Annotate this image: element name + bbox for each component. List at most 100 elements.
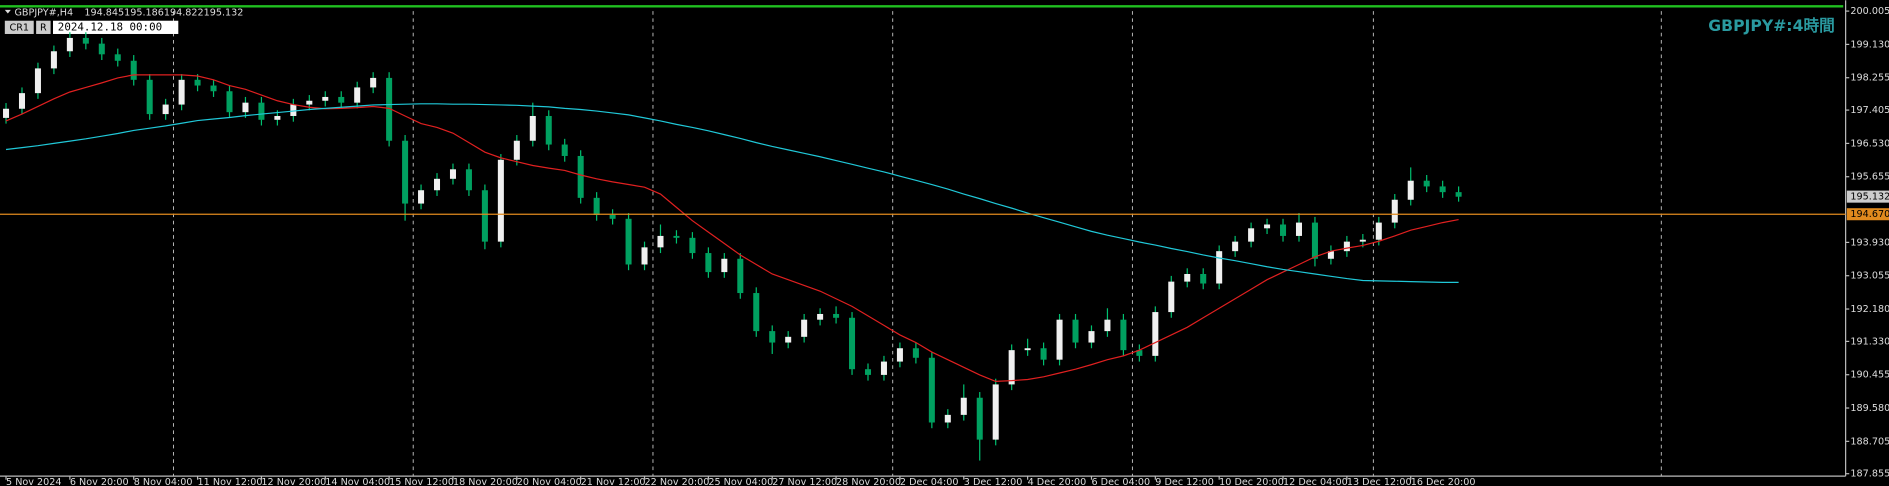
x-tick-label: 2 Dec 04:00	[900, 477, 959, 486]
candle-body	[625, 218, 632, 265]
candle-body	[242, 102, 249, 113]
y-tick-label: 195.655	[1850, 172, 1889, 183]
candles	[3, 32, 1462, 461]
candle-body	[130, 60, 137, 80]
candle-body	[98, 43, 105, 55]
candle-body	[801, 319, 808, 337]
button[interactable]: R	[40, 22, 47, 33]
date-label: 2024.12.18 00:00	[58, 20, 162, 33]
candle-body	[769, 331, 776, 343]
candle-body	[1455, 192, 1462, 197]
x-tick-label: 3 Dec 12:00	[964, 477, 1023, 486]
candle-body	[529, 115, 536, 141]
x-tick-label: 4 Dec 20:00	[1028, 477, 1087, 486]
price-label: 195.132	[1850, 192, 1889, 203]
x-tick-label: 27 Nov 12:00	[772, 477, 837, 486]
quote-value: 195.132	[204, 7, 244, 18]
candle-body	[705, 253, 712, 273]
candle-body	[960, 397, 967, 415]
candle-body	[1295, 222, 1303, 236]
candle-body	[290, 104, 297, 116]
watermark: GBPJPY#:4時間	[1708, 16, 1834, 35]
x-tick-label: 11 Nov 12:00	[198, 477, 263, 486]
candle-body	[689, 237, 696, 254]
candle-body	[162, 104, 169, 115]
y-tick-label: 188.705	[1850, 436, 1889, 447]
x-tick-label: 15 Nov 12:00	[389, 477, 454, 486]
candle-body	[497, 159, 504, 242]
y-tick-label: 200.005	[1850, 6, 1889, 17]
candle-body	[1040, 348, 1047, 360]
candle-body	[1327, 251, 1334, 259]
candle-body	[896, 348, 903, 362]
candle-body	[641, 247, 648, 265]
candle-body	[146, 79, 153, 115]
x-tick-label: 22 Nov 20:00	[645, 477, 710, 486]
candle-body	[561, 144, 568, 156]
candle-body	[992, 384, 999, 440]
candle-body	[1439, 186, 1446, 193]
candle-body	[194, 79, 201, 86]
candle-body	[1391, 199, 1398, 223]
y-tick-label: 196.530	[1850, 138, 1889, 149]
x-tick-label: 18 Nov 20:00	[453, 477, 518, 486]
quote-value: 195.186	[124, 7, 164, 18]
menu-arrow[interactable]	[4, 9, 11, 14]
x-tick-label: 25 Nov 04:00	[708, 477, 773, 486]
candle-body	[1423, 180, 1430, 187]
candle-body	[1216, 251, 1223, 284]
candle-body	[1104, 319, 1111, 332]
x-tick-label: 13 Dec 12:00	[1347, 477, 1412, 486]
candle-body	[50, 51, 57, 69]
candle-body	[481, 190, 488, 242]
candle-body	[1200, 273, 1207, 284]
candle-body	[1072, 319, 1079, 343]
y-tick-label: 199.130	[1850, 39, 1889, 50]
candle-body	[258, 102, 265, 120]
candle-body	[785, 336, 792, 343]
candle-body	[1168, 281, 1175, 313]
y-tick-label: 197.405	[1850, 105, 1889, 116]
candle-body	[274, 115, 281, 120]
candle-body	[976, 397, 983, 440]
candle-body	[944, 414, 951, 423]
quote-value: 194.822	[164, 7, 204, 18]
candle-body	[465, 169, 472, 191]
candle-body	[1311, 222, 1318, 259]
candle-body	[721, 258, 728, 273]
x-tick-label: 6 Dec 04:00	[1091, 477, 1150, 486]
candle-body	[737, 258, 744, 294]
candle-body	[833, 313, 840, 318]
y-tick-label: 191.330	[1850, 336, 1889, 347]
button-bg[interactable]	[36, 20, 51, 34]
candle-body	[1152, 312, 1159, 356]
candle-body	[418, 190, 425, 204]
candle-body	[3, 108, 10, 118]
y-tick-label: 193.055	[1850, 271, 1889, 282]
x-tick-label: 12 Nov 20:00	[261, 477, 326, 486]
candle-body	[82, 37, 89, 44]
candle-body	[1264, 224, 1271, 229]
candle-body	[34, 68, 41, 94]
period-separators	[172, 11, 1662, 477]
button-bg[interactable]	[4, 20, 34, 34]
candle-body	[402, 140, 409, 204]
x-tick-label: 9 Dec 12:00	[1155, 477, 1214, 486]
candle-body	[370, 77, 377, 88]
button[interactable]: CR1	[10, 22, 30, 33]
candle-body	[66, 37, 73, 52]
candle-body	[593, 197, 600, 215]
candle-body	[1280, 224, 1287, 236]
candle-body	[1232, 241, 1239, 252]
candle-body	[449, 169, 456, 179]
y-tick-label: 192.180	[1850, 304, 1889, 315]
candle-body	[1375, 222, 1382, 240]
candle-body	[1184, 273, 1191, 282]
candle-body	[1056, 319, 1063, 360]
candle-body	[210, 85, 217, 92]
candle-body	[753, 293, 760, 332]
candle-body	[322, 96, 329, 101]
moving-average	[5, 103, 1459, 283]
